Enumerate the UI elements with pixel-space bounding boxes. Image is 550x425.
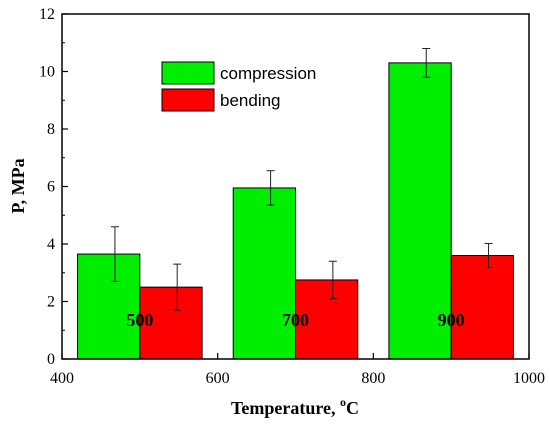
bar-compression-700 xyxy=(232,187,297,360)
bar-bending-700 xyxy=(295,279,359,360)
error-bars-layer xyxy=(110,48,493,311)
y-ticks-layer: 0 2 4 6 8 10 12 xyxy=(39,6,68,368)
y-tick-label-10: 10 xyxy=(39,64,55,81)
y-tick-label-4: 4 xyxy=(47,236,55,253)
bar-compression-500 xyxy=(77,253,141,360)
y-axis-title: P, MPa xyxy=(8,158,28,213)
y-tick-label-2: 2 xyxy=(47,294,55,311)
bars-layer xyxy=(77,62,514,360)
y-tick-label-6: 6 xyxy=(47,179,55,196)
x-tick-label-1000: 1000 xyxy=(513,370,545,387)
bar-compression-900 xyxy=(388,62,452,360)
group-labels-layer: 500 700 900 xyxy=(126,310,464,330)
legend: compression bending xyxy=(161,61,316,112)
x-tick-label-800: 800 xyxy=(361,370,385,387)
x-axis-title-degree: o xyxy=(340,395,346,409)
y-tick-label-8: 8 xyxy=(47,121,55,138)
bar-bending-500 xyxy=(139,286,203,360)
x-tick-label-600: 600 xyxy=(206,370,230,387)
x-axis-title: Temperature, oC xyxy=(231,395,359,418)
legend-label-compression: compression xyxy=(220,64,316,83)
x-ticks-layer: 400 600 800 1000 xyxy=(50,353,545,387)
legend-label-bending: bending xyxy=(220,91,281,110)
x-axis-title-text: Temperature, xyxy=(231,398,340,418)
x-axis-title-unit: C xyxy=(346,398,359,418)
legend-swatch-bending xyxy=(161,88,215,112)
legend-swatch-compression xyxy=(161,61,215,85)
group-label-900: 900 xyxy=(438,310,465,330)
group-label-700: 700 xyxy=(282,310,309,330)
y-tick-label-12: 12 xyxy=(39,6,55,23)
y-tick-label-0: 0 xyxy=(47,351,55,368)
bar-bending-900 xyxy=(450,255,514,360)
x-tick-label-400: 400 xyxy=(50,370,74,387)
group-label-500: 500 xyxy=(126,310,153,330)
